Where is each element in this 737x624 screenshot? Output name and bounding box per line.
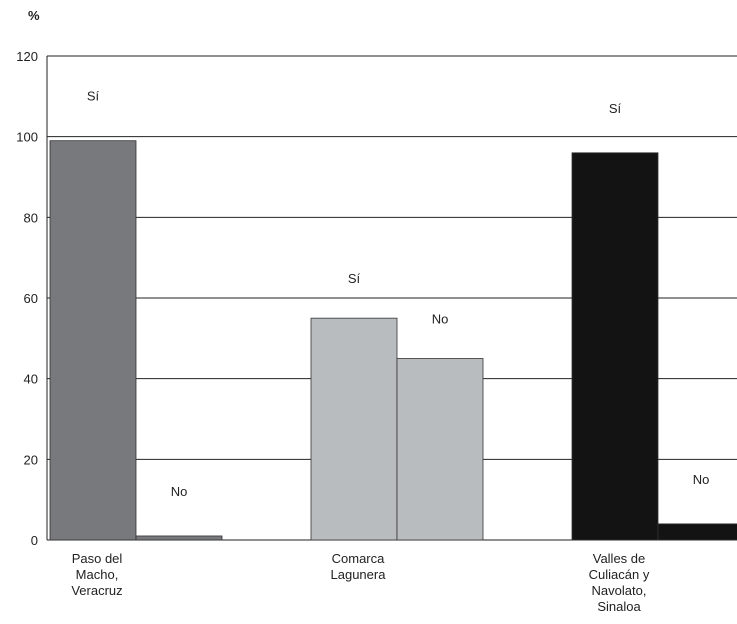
bar-data-label: Sí <box>348 271 361 286</box>
bar <box>135 535 223 541</box>
y-tick-label: 20 <box>24 452 38 467</box>
bar-data-label: No <box>171 484 188 499</box>
y-tick-labels: 0 20 40 60 80 100 120 <box>16 49 38 548</box>
category-labels: Paso del Macho, Veracruz Comarca Lagunera Val… <box>71 551 650 614</box>
y-tick-label: 0 <box>31 533 38 548</box>
bar <box>310 317 398 541</box>
bar-data-label: Sí <box>609 101 622 116</box>
bar <box>396 358 484 541</box>
bar <box>657 523 737 541</box>
y-tick-label: 80 <box>24 210 38 225</box>
y-tick-label: 40 <box>24 372 38 387</box>
category-label: Comarca Lagunera <box>331 551 387 582</box>
y-tick-label: 60 <box>24 291 38 306</box>
y-axis-label: % <box>28 8 40 23</box>
y-tick-label: 120 <box>16 49 38 64</box>
bar <box>571 152 659 541</box>
bar <box>49 140 137 541</box>
bars <box>49 140 737 541</box>
bar-data-labels: Sí No Sí No Sí No <box>87 89 709 499</box>
bar-data-label: No <box>693 472 710 487</box>
category-label: Paso del Macho, Veracruz <box>71 551 122 598</box>
bar-data-label: Sí <box>87 89 100 104</box>
bar-data-label: No <box>432 312 449 327</box>
category-label: Valles de Culiacán y Navolato, Sinaloa <box>589 551 650 614</box>
y-tick-label: 100 <box>16 130 38 145</box>
